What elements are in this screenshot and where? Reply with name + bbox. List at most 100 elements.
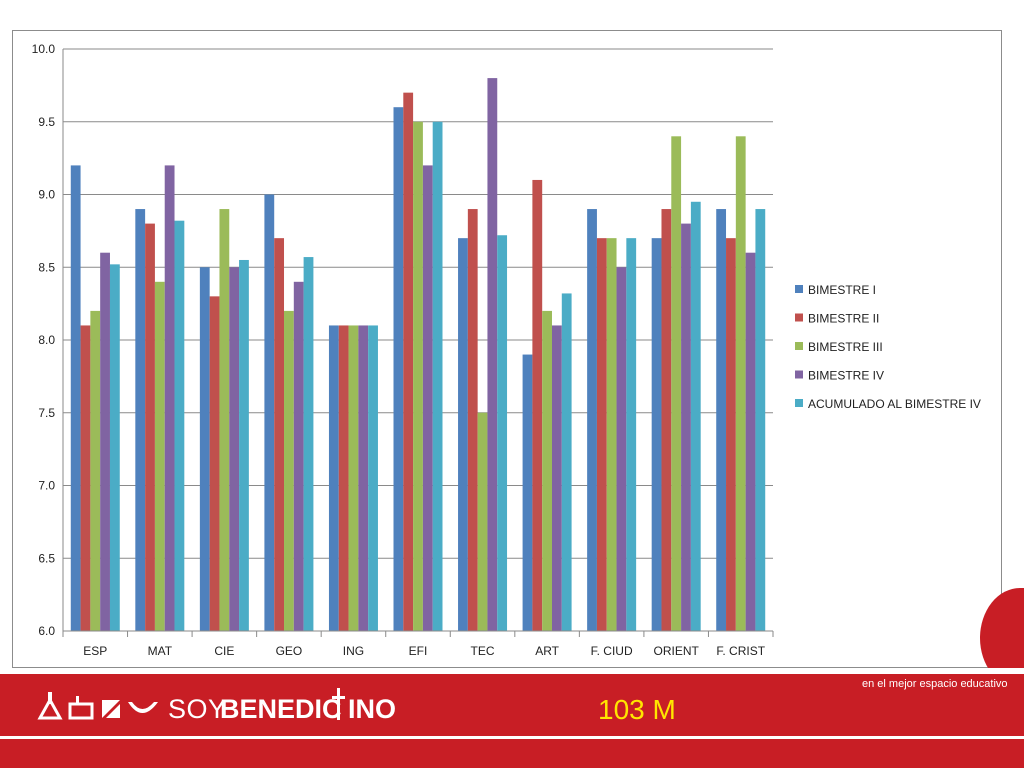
bar-esp-series-5 — [109, 264, 120, 631]
axes — [62, 49, 774, 637]
footer-banner: SOY BENEDIC INO 103 M en el mejor espaci… — [0, 668, 1024, 768]
footer-band: SOY BENEDIC INO 103 M en el mejor espaci… — [0, 674, 1024, 736]
y-axis-ticks: 6.0 6.5 7.0 7.5 8.0 8.5 9.0 9.5 10.0 — [32, 42, 56, 638]
bar-geo-series-3 — [284, 310, 294, 631]
bar-chart: 6.0 6.5 7.0 7.5 8.0 8.5 9.0 9.5 10.0 ESP MAT CIE GE… — [32, 42, 981, 658]
bar-cie-series-5 — [239, 259, 249, 631]
bar-orient-series-5 — [690, 201, 701, 631]
bar-efi-series-1 — [393, 107, 404, 631]
legend-swatch — [795, 370, 803, 379]
bar-mat-series-1 — [135, 209, 146, 632]
bar-tec-series-1 — [458, 238, 468, 631]
y-tick-label: 6.0 — [38, 624, 55, 638]
bar-geo-series-1 — [264, 194, 275, 631]
x-tick-label: EFI — [409, 644, 428, 658]
bar-orient-series-3 — [671, 136, 682, 632]
x-tick-label: MAT — [148, 644, 173, 658]
bar-orient-series-4 — [681, 223, 691, 631]
bar-f-ciud-series-4 — [616, 267, 627, 631]
bar-esp-series-4 — [100, 252, 110, 631]
bar-art-series-2 — [532, 179, 543, 631]
bar-ing-series-5 — [368, 325, 378, 631]
y-tick-label: 10.0 — [32, 42, 56, 56]
bar-art-series-5 — [561, 293, 572, 631]
bar-f-ciud-series-2 — [596, 238, 607, 631]
bar-f-crist-series-2 — [726, 238, 736, 631]
y-tick-label: 8.5 — [38, 260, 55, 274]
bar-f-crist-series-1 — [716, 209, 727, 632]
x-tick-label: ING — [343, 644, 364, 658]
legend-swatch — [795, 399, 803, 407]
bar-cie-series-1 — [199, 267, 210, 631]
svg-text:BENEDIC: BENEDIC — [220, 694, 342, 724]
legend-label: ACUMULADO AL BIMESTRE IV — [808, 397, 981, 411]
x-tick-label: F. CRIST — [716, 644, 765, 658]
bar-f-ciud-series-5 — [626, 238, 637, 631]
bar-mat-series-4 — [164, 165, 175, 631]
bar-ing-series-4 — [358, 325, 369, 631]
bar-geo-series-2 — [274, 238, 285, 631]
footer-divider — [0, 736, 1024, 739]
svg-text:SOY: SOY — [168, 694, 227, 724]
legend-swatch — [795, 285, 803, 293]
x-tick-label: ESP — [83, 644, 107, 658]
bar-art-series-1 — [522, 354, 533, 631]
x-tick-label: TEC — [471, 644, 495, 658]
footer-top-strip — [0, 668, 1024, 674]
bar-ing-series-3 — [348, 325, 359, 631]
bar-efi-series-2 — [403, 92, 414, 631]
bar-f-crist-series-5 — [755, 209, 766, 632]
legend-label: BIMESTRE I — [808, 283, 876, 297]
y-tick-label: 6.5 — [38, 551, 55, 565]
x-tick-label: GEO — [276, 644, 303, 658]
legend: BIMESTRE I BIMESTRE II BIMESTRE III BIMESTR… — [795, 283, 981, 411]
bar-esp-series-3 — [90, 310, 101, 631]
brand-logo: SOY BENEDIC INO — [37, 688, 396, 724]
bar-mat-series-2 — [145, 223, 155, 631]
y-tick-label: 7.0 — [38, 479, 55, 493]
x-tick-label: ORIENT — [654, 644, 700, 658]
x-tick-label: CIE — [214, 644, 234, 658]
bar-esp-series-1 — [70, 165, 81, 631]
bar-cie-series-4 — [229, 267, 240, 631]
x-axis-ticks: ESP MAT CIE GEO ING EFI TEC ART F. CIUD ORIENT F. … — [83, 644, 765, 658]
legend-label: BIMESTRE IV — [808, 369, 884, 383]
bar-esp-series-2 — [80, 325, 91, 631]
bar-geo-series-4 — [293, 281, 304, 631]
legend-swatch — [795, 313, 803, 322]
bar-cie-series-2 — [209, 296, 220, 631]
bar-f-ciud-series-1 — [587, 209, 597, 632]
bar-geo-series-5 — [303, 257, 314, 631]
chart-frame: 6.0 6.5 7.0 7.5 8.0 8.5 9.0 9.5 10.0 ESP MAT CIE GE… — [12, 30, 1002, 668]
bar-mat-series-5 — [174, 220, 185, 631]
bar-tec-series-5 — [497, 235, 508, 632]
bar-tec-series-4 — [487, 78, 498, 632]
footer-lower-band — [0, 739, 1024, 768]
bar-f-crist-series-3 — [735, 136, 746, 632]
legend-label: BIMESTRE II — [808, 312, 879, 326]
legend-label: BIMESTRE III — [808, 340, 883, 354]
svg-text:INO: INO — [348, 694, 396, 724]
bar-f-ciud-series-3 — [606, 238, 617, 631]
bar-tec-series-3 — [477, 412, 488, 631]
bars — [70, 78, 766, 632]
x-tick-label: F. CIUD — [591, 644, 633, 658]
legend-swatch — [795, 342, 803, 350]
slide-code: 103 M — [598, 694, 676, 725]
bar-orient-series-1 — [651, 238, 662, 631]
bar-art-series-4 — [551, 325, 562, 631]
bar-ing-series-1 — [328, 325, 339, 631]
bar-ing-series-2 — [338, 325, 349, 631]
x-tick-label: ART — [535, 644, 559, 658]
bar-f-crist-series-4 — [745, 252, 756, 631]
bar-efi-series-4 — [422, 165, 433, 631]
y-tick-label: 7.5 — [38, 406, 55, 420]
bar-art-series-3 — [542, 310, 552, 631]
bar-efi-series-5 — [432, 121, 443, 631]
bar-efi-series-3 — [413, 121, 423, 631]
y-tick-label: 8.0 — [38, 333, 55, 347]
y-tick-label: 9.5 — [38, 115, 55, 129]
bar-tec-series-2 — [467, 209, 478, 632]
bar-mat-series-3 — [154, 281, 165, 631]
tagline: en el mejor espacio educativo — [862, 678, 1008, 690]
